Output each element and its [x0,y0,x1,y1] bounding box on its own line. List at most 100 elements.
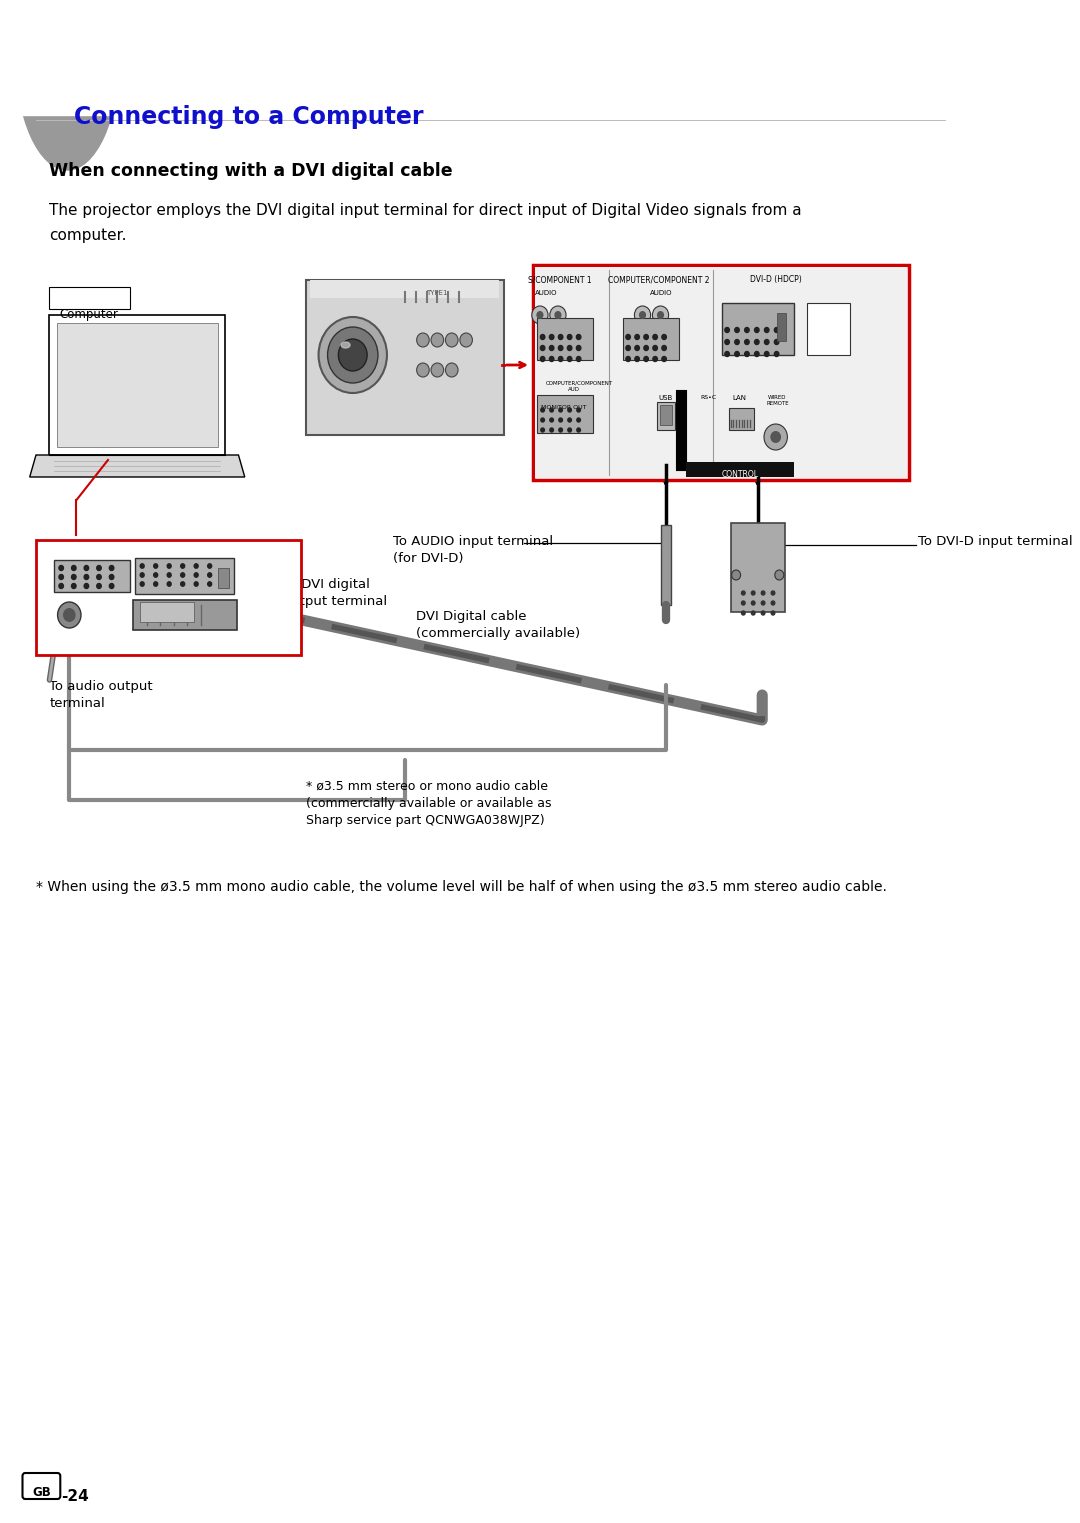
FancyBboxPatch shape [532,265,909,480]
Circle shape [567,335,572,340]
Circle shape [97,583,102,588]
Circle shape [657,311,664,318]
Circle shape [431,334,444,347]
Circle shape [140,582,144,586]
Text: When connecting with a DVI digital cable: When connecting with a DVI digital cable [50,161,454,180]
Circle shape [742,591,745,595]
Circle shape [577,356,581,361]
Circle shape [626,356,631,361]
Circle shape [97,574,102,579]
Circle shape [770,431,781,443]
Circle shape [744,352,750,356]
Circle shape [550,356,554,361]
Circle shape [63,608,76,621]
Circle shape [109,565,113,571]
Circle shape [445,362,458,378]
Circle shape [725,340,729,344]
Circle shape [771,611,774,615]
Circle shape [771,602,774,605]
Circle shape [550,335,554,340]
Circle shape [774,570,784,580]
Circle shape [109,574,113,579]
Text: -24: -24 [62,1489,89,1505]
Text: DVI Digital cable
(commercially available): DVI Digital cable (commercially availabl… [416,611,580,640]
Circle shape [662,346,666,350]
Text: LAN: LAN [732,394,746,401]
Bar [54,560,131,592]
Circle shape [626,335,631,340]
Circle shape [635,356,639,361]
Circle shape [71,565,76,571]
Text: Connecting to a Computer: Connecting to a Computer [73,105,423,129]
Polygon shape [29,455,245,477]
Ellipse shape [341,343,350,347]
Text: COMPUTER/COMPONENT 2: COMPUTER/COMPONENT 2 [608,276,710,283]
Bar [535,267,907,478]
Circle shape [568,408,571,413]
Circle shape [460,334,472,347]
Bar [686,461,794,477]
Circle shape [417,334,429,347]
Circle shape [140,573,144,577]
Bar [721,303,794,355]
Circle shape [731,570,741,580]
Circle shape [109,583,113,588]
Text: WIRED
REMOTE: WIRED REMOTE [766,394,788,405]
Circle shape [774,327,779,332]
Circle shape [742,602,745,605]
Circle shape [554,311,562,318]
Ellipse shape [16,0,119,171]
Circle shape [541,408,544,413]
FancyBboxPatch shape [36,541,301,655]
Circle shape [634,306,650,324]
Circle shape [167,582,171,586]
Circle shape [180,582,185,586]
Circle shape [140,564,144,568]
Circle shape [431,362,444,378]
Circle shape [71,574,76,579]
Bar [310,280,499,299]
Text: AUDIO: AUDIO [535,289,557,295]
Circle shape [725,327,729,332]
Circle shape [568,417,571,422]
Circle shape [540,335,545,340]
Circle shape [84,565,89,571]
Circle shape [550,346,554,350]
Circle shape [644,356,648,361]
Circle shape [207,573,212,577]
Circle shape [194,573,198,577]
Circle shape [653,335,658,340]
Circle shape [644,346,648,350]
Circle shape [319,317,387,393]
Text: S/COMPONENT 1: S/COMPONENT 1 [528,276,592,283]
Circle shape [577,335,581,340]
Circle shape [84,574,89,579]
Text: AUD: AUD [567,387,580,391]
Circle shape [755,352,759,356]
Text: To audio output
terminal: To audio output terminal [50,679,153,710]
Circle shape [765,340,769,344]
Circle shape [338,340,367,372]
FancyBboxPatch shape [49,286,130,309]
Bar [133,600,237,631]
Circle shape [541,428,544,433]
Circle shape [635,346,639,350]
Text: * ø3.5 mm stereo or mono audio cable
(commercially available or available as
Sha: * ø3.5 mm stereo or mono audio cable (co… [306,780,552,827]
Circle shape [180,564,185,568]
Circle shape [537,311,543,318]
Circle shape [774,352,779,356]
Circle shape [167,573,171,577]
Circle shape [153,573,158,577]
Circle shape [771,591,774,595]
Circle shape [194,564,198,568]
Text: The projector employs the DVI digital input terminal for direct input of Digital: The projector employs the DVI digital in… [50,203,802,218]
Circle shape [652,306,669,324]
Circle shape [97,565,102,571]
Bar [729,408,754,429]
Circle shape [755,340,759,344]
Circle shape [752,602,755,605]
Circle shape [761,591,765,595]
Circle shape [744,327,750,332]
Circle shape [577,346,581,350]
Text: computer.: computer. [50,228,127,244]
